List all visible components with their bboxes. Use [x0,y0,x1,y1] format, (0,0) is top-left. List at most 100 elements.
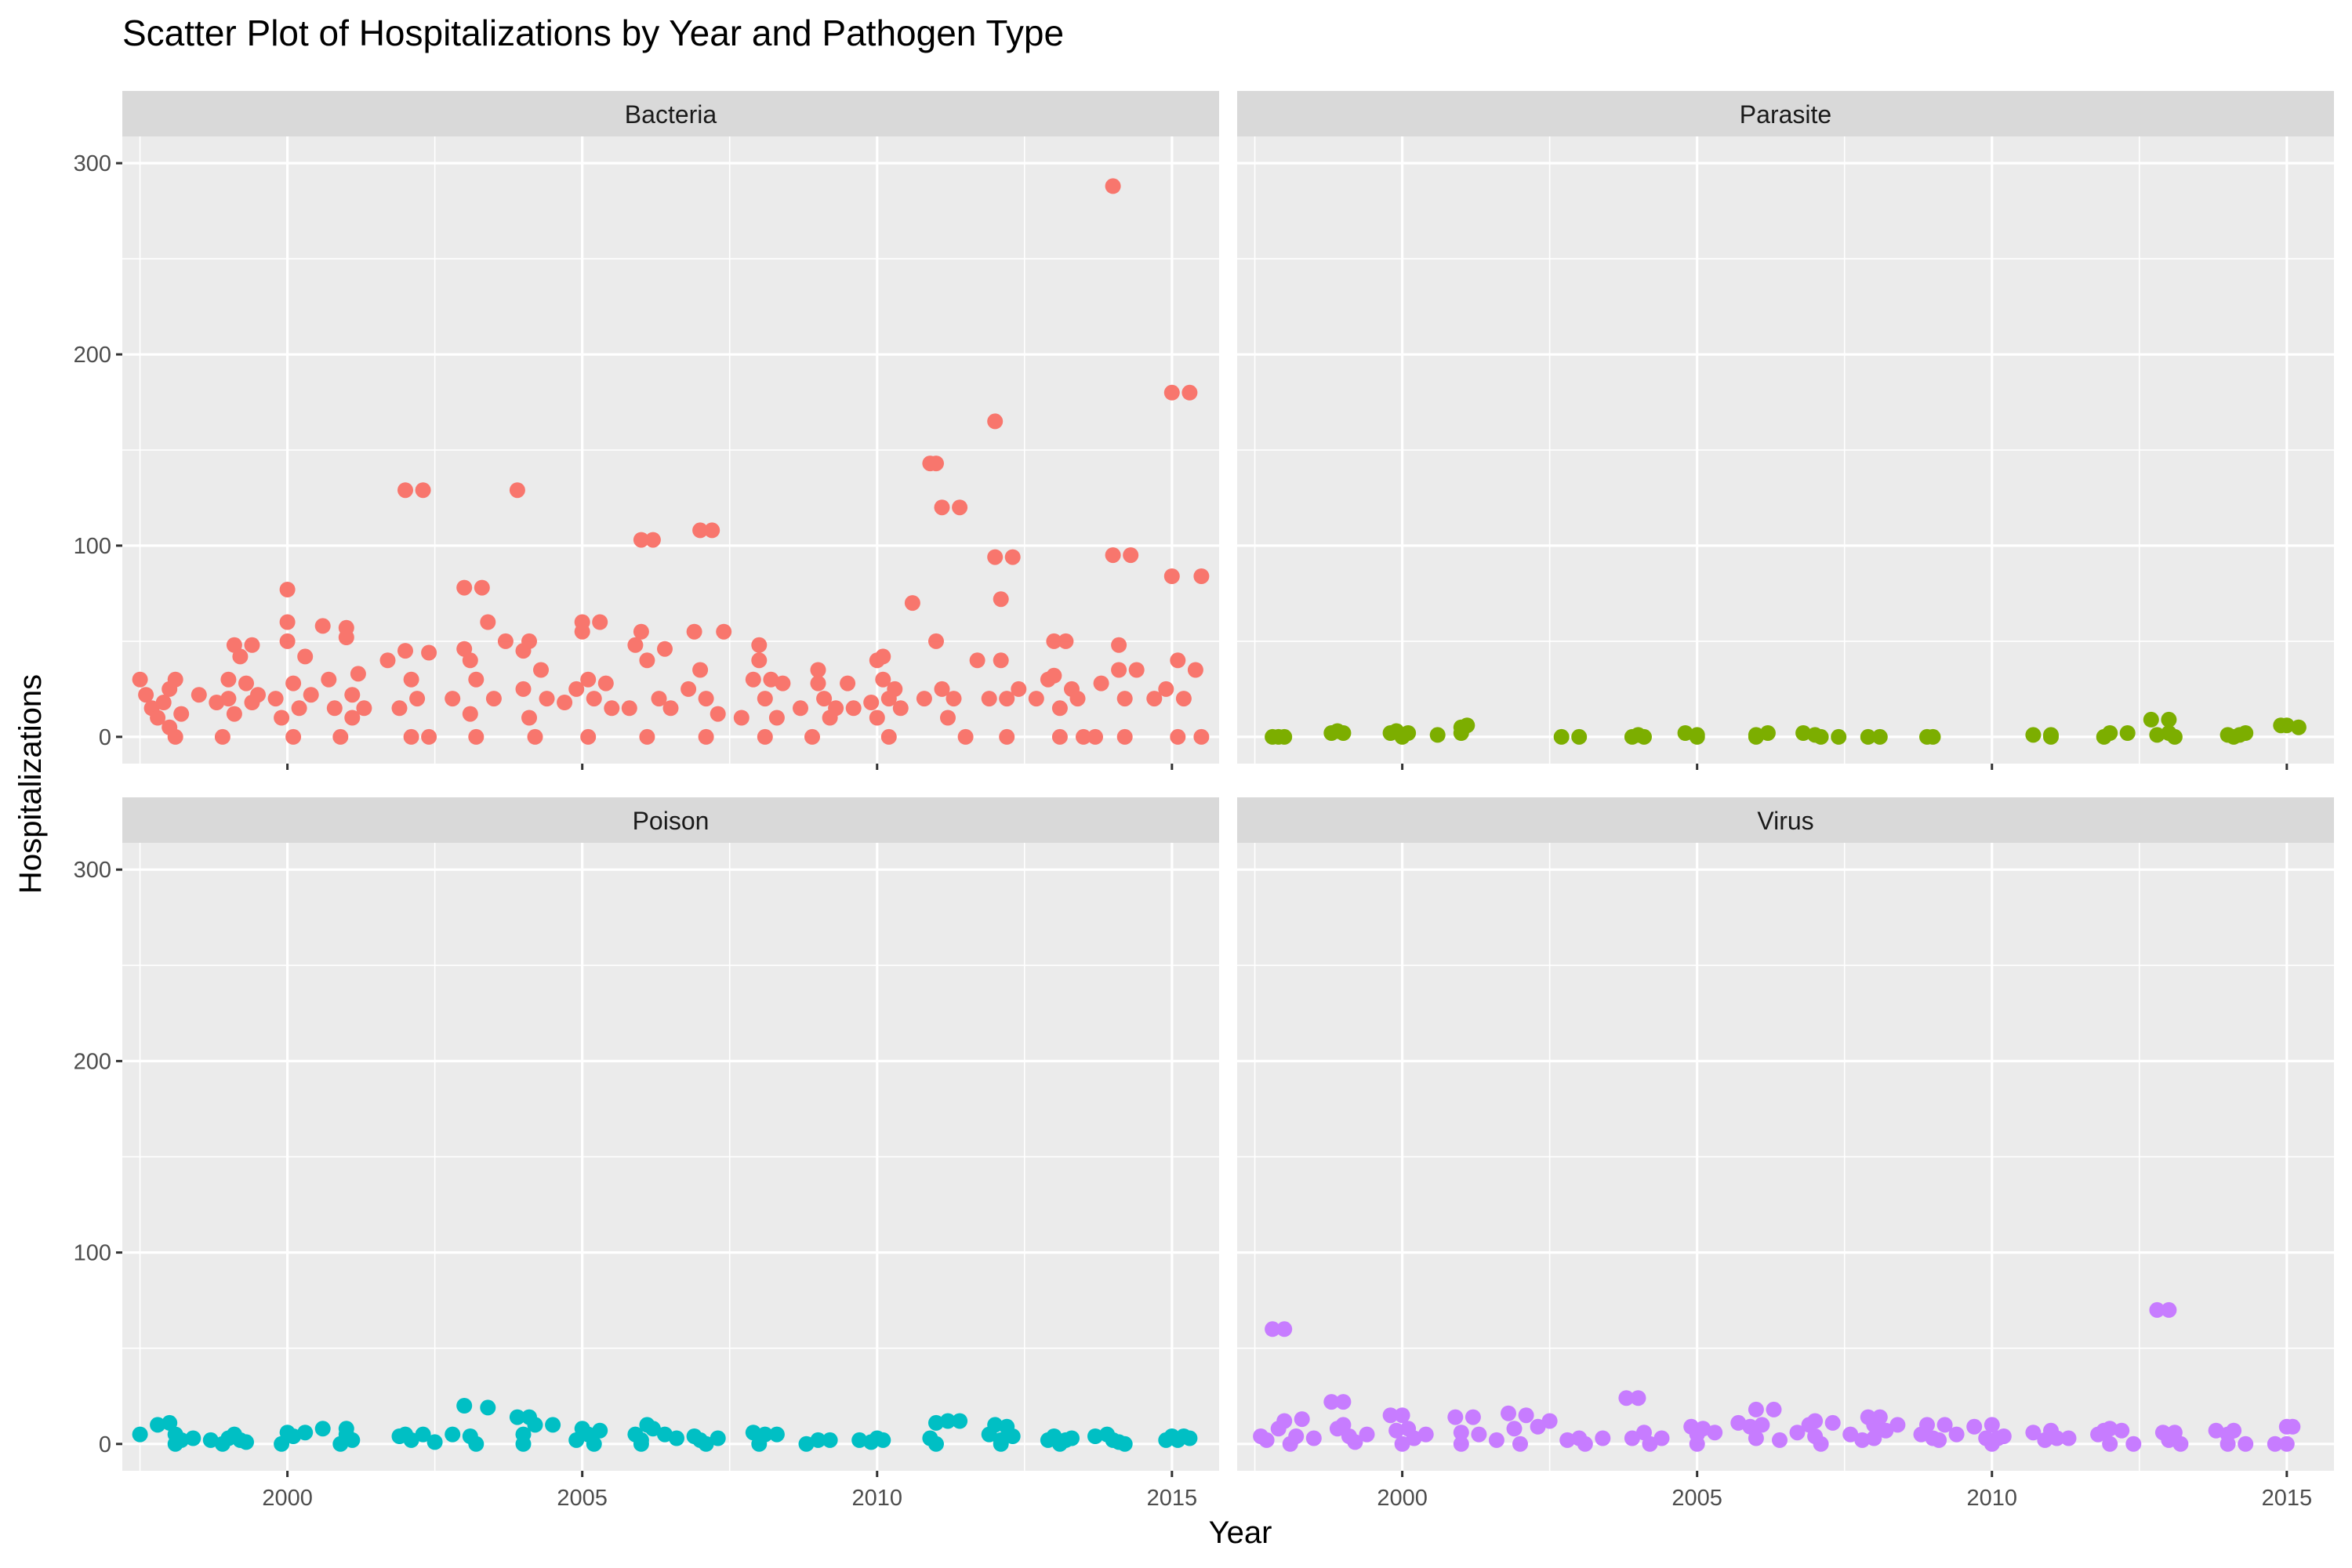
data-point [2025,1425,2042,1441]
data-point [480,1399,496,1416]
data-point [934,499,950,516]
data-point [1795,725,1812,741]
data-point [379,652,396,669]
data-point [2102,1421,2118,1437]
facet-strip-label: Virus [1757,807,1813,835]
data-point [1966,1418,1983,1435]
data-point [1187,662,1203,678]
data-point [574,623,590,640]
data-point [1766,1401,1782,1417]
data-point [1181,1430,1198,1446]
data-point [1175,691,1192,707]
facet-bacteria: Bacteria 0 100 200 300 [74,91,1219,770]
facet-poison: Poison 0 100 200 300 2000 2005 2010 2015 [74,797,1219,1511]
data-point [1730,1414,1747,1431]
data-point [627,637,644,653]
data-point [757,691,773,707]
data-point [1265,1321,1281,1338]
data-point [468,1436,485,1452]
data-point [485,691,502,707]
data-point [904,595,920,612]
data-point [1748,727,1764,743]
data-point [545,1417,561,1433]
data-point [2161,711,2177,728]
data-point [793,700,808,717]
data-point [875,671,891,688]
data-point [421,728,437,745]
chart-title: Scatter Plot of Hospitalizations by Year… [122,13,1064,53]
data-point [692,662,709,678]
data-point [480,614,496,630]
data-point [1518,1407,1534,1424]
data-point [1128,662,1145,678]
x-tick-label: 2010 [851,1486,902,1511]
data-point [1936,1417,1953,1433]
data-point [892,700,909,717]
y-tick-label: 0 [99,725,111,750]
data-point [1453,1436,1469,1452]
y-tick-label: 200 [74,1049,111,1074]
data-point [633,1436,649,1452]
data-point [1860,728,1876,745]
x-tick-label: 2000 [262,1486,313,1511]
data-point [863,695,880,710]
data-point [1889,1417,1906,1433]
data-point [597,675,614,691]
data-point [1087,1428,1103,1444]
data-point [2025,727,2042,743]
data-point [1553,728,1570,745]
data-point [1984,1417,2000,1433]
facet-strip [1237,797,2334,843]
data-point [238,675,254,691]
data-point [1058,633,1074,649]
data-point [344,710,361,726]
data-point [445,1426,461,1443]
data-point [1854,1432,1871,1448]
facet-virus: Virus 2000 2005 2010 2015 [1237,797,2334,1511]
data-point [810,662,826,678]
data-point [1406,1430,1422,1446]
data-point [1046,633,1062,649]
data-point [1459,717,1475,734]
data-point [539,691,555,707]
data-point [1759,725,1776,741]
data-point [285,675,302,691]
data-point [2278,717,2295,734]
data-point [1453,1425,1469,1441]
data-point [2290,719,2307,735]
facet-strip [122,91,1219,136]
data-point [527,1417,543,1433]
data-point [474,579,490,596]
data-point [291,700,307,717]
data-point [426,1434,443,1450]
data-point [2161,1301,2177,1318]
data-point [604,700,620,717]
data-point [1388,1422,1405,1439]
data-point [692,522,709,539]
data-point [993,591,1009,608]
data-point [1618,1390,1635,1406]
data-point [644,1421,661,1437]
data-point [1624,1430,1640,1446]
data-point [1051,700,1068,717]
data-point [981,691,997,707]
data-point [1689,1436,1705,1452]
data-point [1064,1430,1080,1446]
data-point [2238,1436,2254,1452]
data-point [940,1413,956,1429]
data-point [1116,691,1133,707]
data-point [1577,1436,1593,1452]
data-point [698,691,714,707]
y-tick-label: 300 [74,858,111,883]
data-point [132,1426,148,1443]
data-point [768,710,785,726]
data-point [497,633,514,649]
data-point [987,549,1004,565]
data-point [1689,728,1705,745]
data-point [138,687,154,703]
x-axis-label: Year [1209,1515,1272,1550]
data-point [521,710,537,726]
data-point [214,728,230,745]
data-point [1948,1426,1965,1443]
data-point [1512,1436,1528,1452]
